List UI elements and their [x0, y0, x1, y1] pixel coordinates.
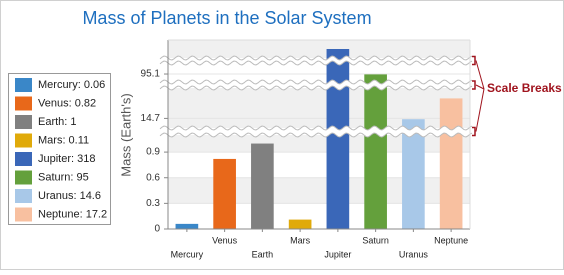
- bar: [175, 223, 199, 229]
- annotation: Scale Breaks: [487, 81, 562, 95]
- plot-band: [168, 88, 470, 128]
- scale-break: [160, 126, 472, 137]
- legend-label: Earth: 1: [38, 116, 77, 128]
- chart-title: Mass of Planets in the Solar System: [82, 8, 371, 28]
- x-tick-label: Uranus: [399, 249, 429, 259]
- x-tick-label: Mars: [290, 235, 310, 245]
- scale-break-edge: [159, 60, 473, 66]
- bar: [364, 74, 387, 230]
- y-tick-label: 0.3: [146, 198, 160, 209]
- legend-label: Mercury: 0.06: [38, 79, 105, 91]
- bar: [251, 143, 274, 229]
- scale-break-edge: [159, 132, 473, 138]
- legend-label: Uranus: 14.6: [38, 190, 101, 202]
- bar: [326, 49, 350, 229]
- legend-swatch: [15, 133, 32, 148]
- scale-break-edge: [159, 85, 473, 91]
- legend-label: Venus: 0.82: [38, 97, 96, 109]
- scale-break-edge: [159, 55, 473, 61]
- y-tick-label: 0: [154, 224, 160, 235]
- break-pointer: [475, 60, 485, 90]
- y-tick-label: 0.6: [146, 172, 160, 183]
- x-tick-label: Neptune: [434, 235, 468, 245]
- bar: [288, 219, 312, 229]
- legend-swatch: [15, 170, 32, 185]
- legend-swatch: [15, 78, 32, 92]
- scale-break-edge: [159, 79, 473, 85]
- x-tick-label: Mercury: [171, 249, 204, 259]
- legend-label: Saturn: 95: [38, 171, 89, 183]
- bar: [213, 158, 236, 229]
- break-bracket: [472, 55, 476, 66]
- legend-label: Mars: 0.11: [38, 134, 89, 146]
- x-tick-label: Jupiter: [324, 249, 351, 259]
- legend-swatch: [15, 152, 32, 166]
- y-tick-label: 0.9: [146, 147, 160, 158]
- scale-break-edge: [159, 125, 473, 131]
- x-tick-label: Earth: [252, 249, 274, 259]
- break-pointer: [475, 84, 485, 90]
- y-tick-label: 14.7: [141, 113, 161, 124]
- legend-swatch: [15, 115, 32, 129]
- plot-band: [168, 135, 470, 153]
- bar: [402, 119, 425, 229]
- break-bracket: [472, 126, 476, 137]
- legend-label: Jupiter: 318: [38, 153, 95, 165]
- legend-label: Neptune: 17.2: [38, 208, 107, 220]
- plot-band: [168, 40, 470, 58]
- bar: [439, 98, 463, 230]
- y-axis-label: Mass (Earth's): [118, 93, 133, 176]
- x-tick-label: Saturn: [362, 235, 389, 245]
- legend-swatch: [15, 189, 32, 203]
- x-tick-label: Venus: [212, 235, 238, 245]
- break-pointer: [475, 88, 485, 132]
- legend-swatch: [15, 207, 32, 222]
- y-tick-label: 95.1: [141, 69, 161, 80]
- legend-swatch: [15, 96, 32, 111]
- break-bracket: [472, 80, 476, 90]
